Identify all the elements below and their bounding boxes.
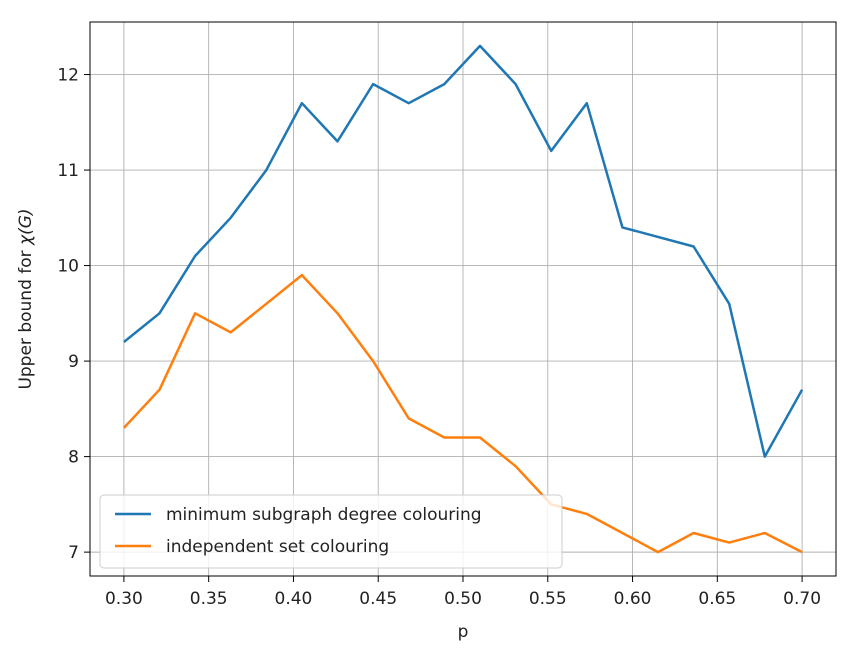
x-tick-label: 0.65 [698, 589, 736, 609]
x-tick-label: 0.40 [275, 589, 313, 609]
legend-label-independent-set: independent set colouring [166, 537, 389, 557]
x-tick-label: 0.35 [190, 589, 228, 609]
series-line-independent-set [122, 273, 803, 554]
legend-label-minimum-subgraph-degree: minimum subgraph degree colouring [166, 505, 482, 525]
x-tick-label: 0.30 [105, 589, 143, 609]
x-tick-label: 0.55 [529, 589, 567, 609]
x-tick-label: 0.50 [444, 589, 482, 609]
y-tick-label: 10 [57, 257, 79, 277]
x-tick-label: 0.70 [783, 589, 821, 609]
axis-ticks: 0.30 0.35 0.40 0.45 0.50 0.55 0.60 0.65 0.70 7 8 9 1… [57, 66, 821, 609]
x-tick-label: 0.45 [359, 589, 397, 609]
y-axis-label-math: χ(G) [16, 208, 36, 246]
y-axis-label-prefix: Upper bound for [16, 245, 36, 390]
series-line-minimum-subgraph-degree [123, 44, 804, 458]
series-layer [122, 44, 804, 554]
x-axis-label: p [458, 622, 469, 642]
y-axis-label: Upper bound for χ(G) [16, 208, 36, 389]
x-tick-label: 0.60 [614, 589, 652, 609]
y-tick-label: 12 [57, 66, 79, 86]
y-tick-label: 11 [57, 161, 79, 181]
y-tick-label: 8 [68, 448, 79, 468]
legend-box [99, 494, 563, 569]
y-tick-label: 9 [68, 352, 79, 372]
y-tick-label: 7 [68, 543, 79, 563]
legend: minimum subgraph degree colouring indepe… [99, 494, 563, 569]
